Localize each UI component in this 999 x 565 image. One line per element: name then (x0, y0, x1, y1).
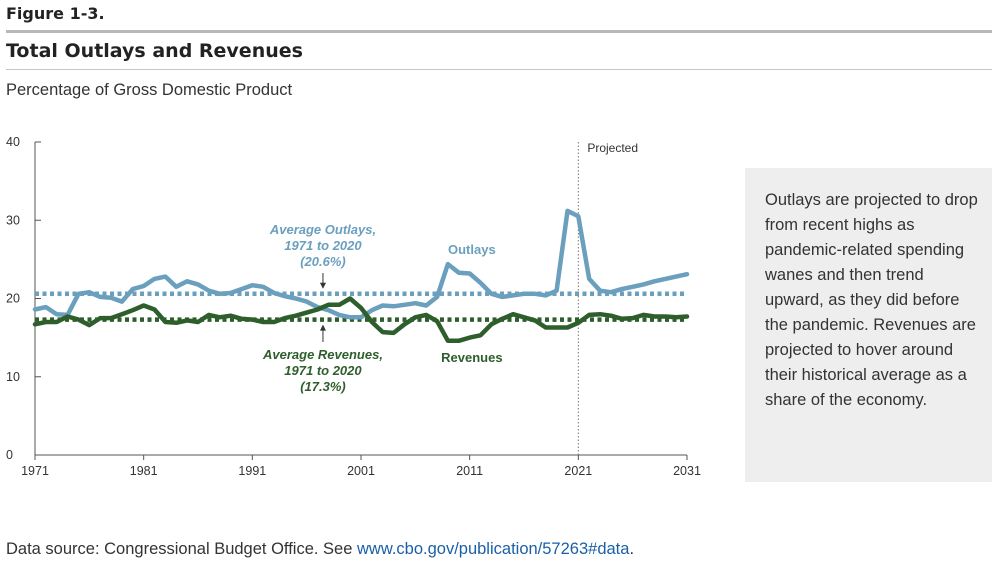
annotation-average-revenues: (17.3%) (300, 379, 346, 394)
subtitle-rule (6, 69, 992, 70)
x-tick-label: 2011 (456, 464, 483, 478)
x-tick-label: 2001 (347, 464, 375, 478)
figure-label: Figure 1-3. (6, 4, 105, 23)
y-tick-label: 10 (6, 370, 20, 384)
title-rule (6, 30, 992, 33)
series-label-revenues: Revenues (441, 350, 502, 365)
arrowhead-average-revenues (319, 324, 326, 331)
annotation-average-revenues: Average Revenues, (262, 347, 383, 362)
chart-note: Outlays are projected to drop from recen… (745, 168, 992, 482)
x-tick-label: 2021 (564, 464, 592, 478)
y-tick-label: 30 (6, 213, 20, 227)
y-tick-label: 40 (6, 135, 20, 149)
source-suffix: . (629, 540, 635, 558)
source-prefix: Data source: Congressional Budget Office… (6, 540, 357, 558)
annotation-average-outlays: (20.6%) (300, 254, 346, 269)
series-line-revenues (32, 296, 690, 344)
chart-subtitle: Percentage of Gross Domestic Product (6, 81, 293, 99)
x-tick-label: 1971 (21, 464, 49, 478)
line-chart: 0 10 20 30 40 1971 1981 1991 2001 2011 2021 2031 Pro… (6, 135, 701, 478)
x-tick-label: 2031 (673, 464, 701, 478)
x-tick-label: 1991 (238, 464, 266, 478)
projected-label: Projected (587, 141, 638, 155)
annotation-average-outlays: 1971 to 2020 (284, 238, 362, 253)
series-line-outlays (32, 208, 690, 320)
x-tick-label: 1981 (130, 464, 158, 478)
y-tick-label: 20 (6, 292, 20, 306)
series-label-outlays: Outlays (448, 242, 496, 257)
annotation-average-outlays: Average Outlays, (269, 222, 376, 237)
source-link[interactable]: www.cbo.gov/publication/57263#data (356, 540, 630, 558)
chart-title: Total Outlays and Revenues (6, 40, 303, 62)
arrowhead-average-outlays (319, 282, 326, 289)
data-source: Data source: Congressional Budget Office… (6, 540, 634, 559)
y-tick-label: 0 (6, 448, 13, 462)
annotation-average-revenues: 1971 to 2020 (284, 363, 362, 378)
